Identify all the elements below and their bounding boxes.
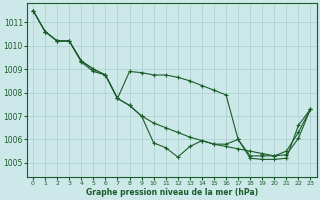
X-axis label: Graphe pression niveau de la mer (hPa): Graphe pression niveau de la mer (hPa): [86, 188, 258, 197]
